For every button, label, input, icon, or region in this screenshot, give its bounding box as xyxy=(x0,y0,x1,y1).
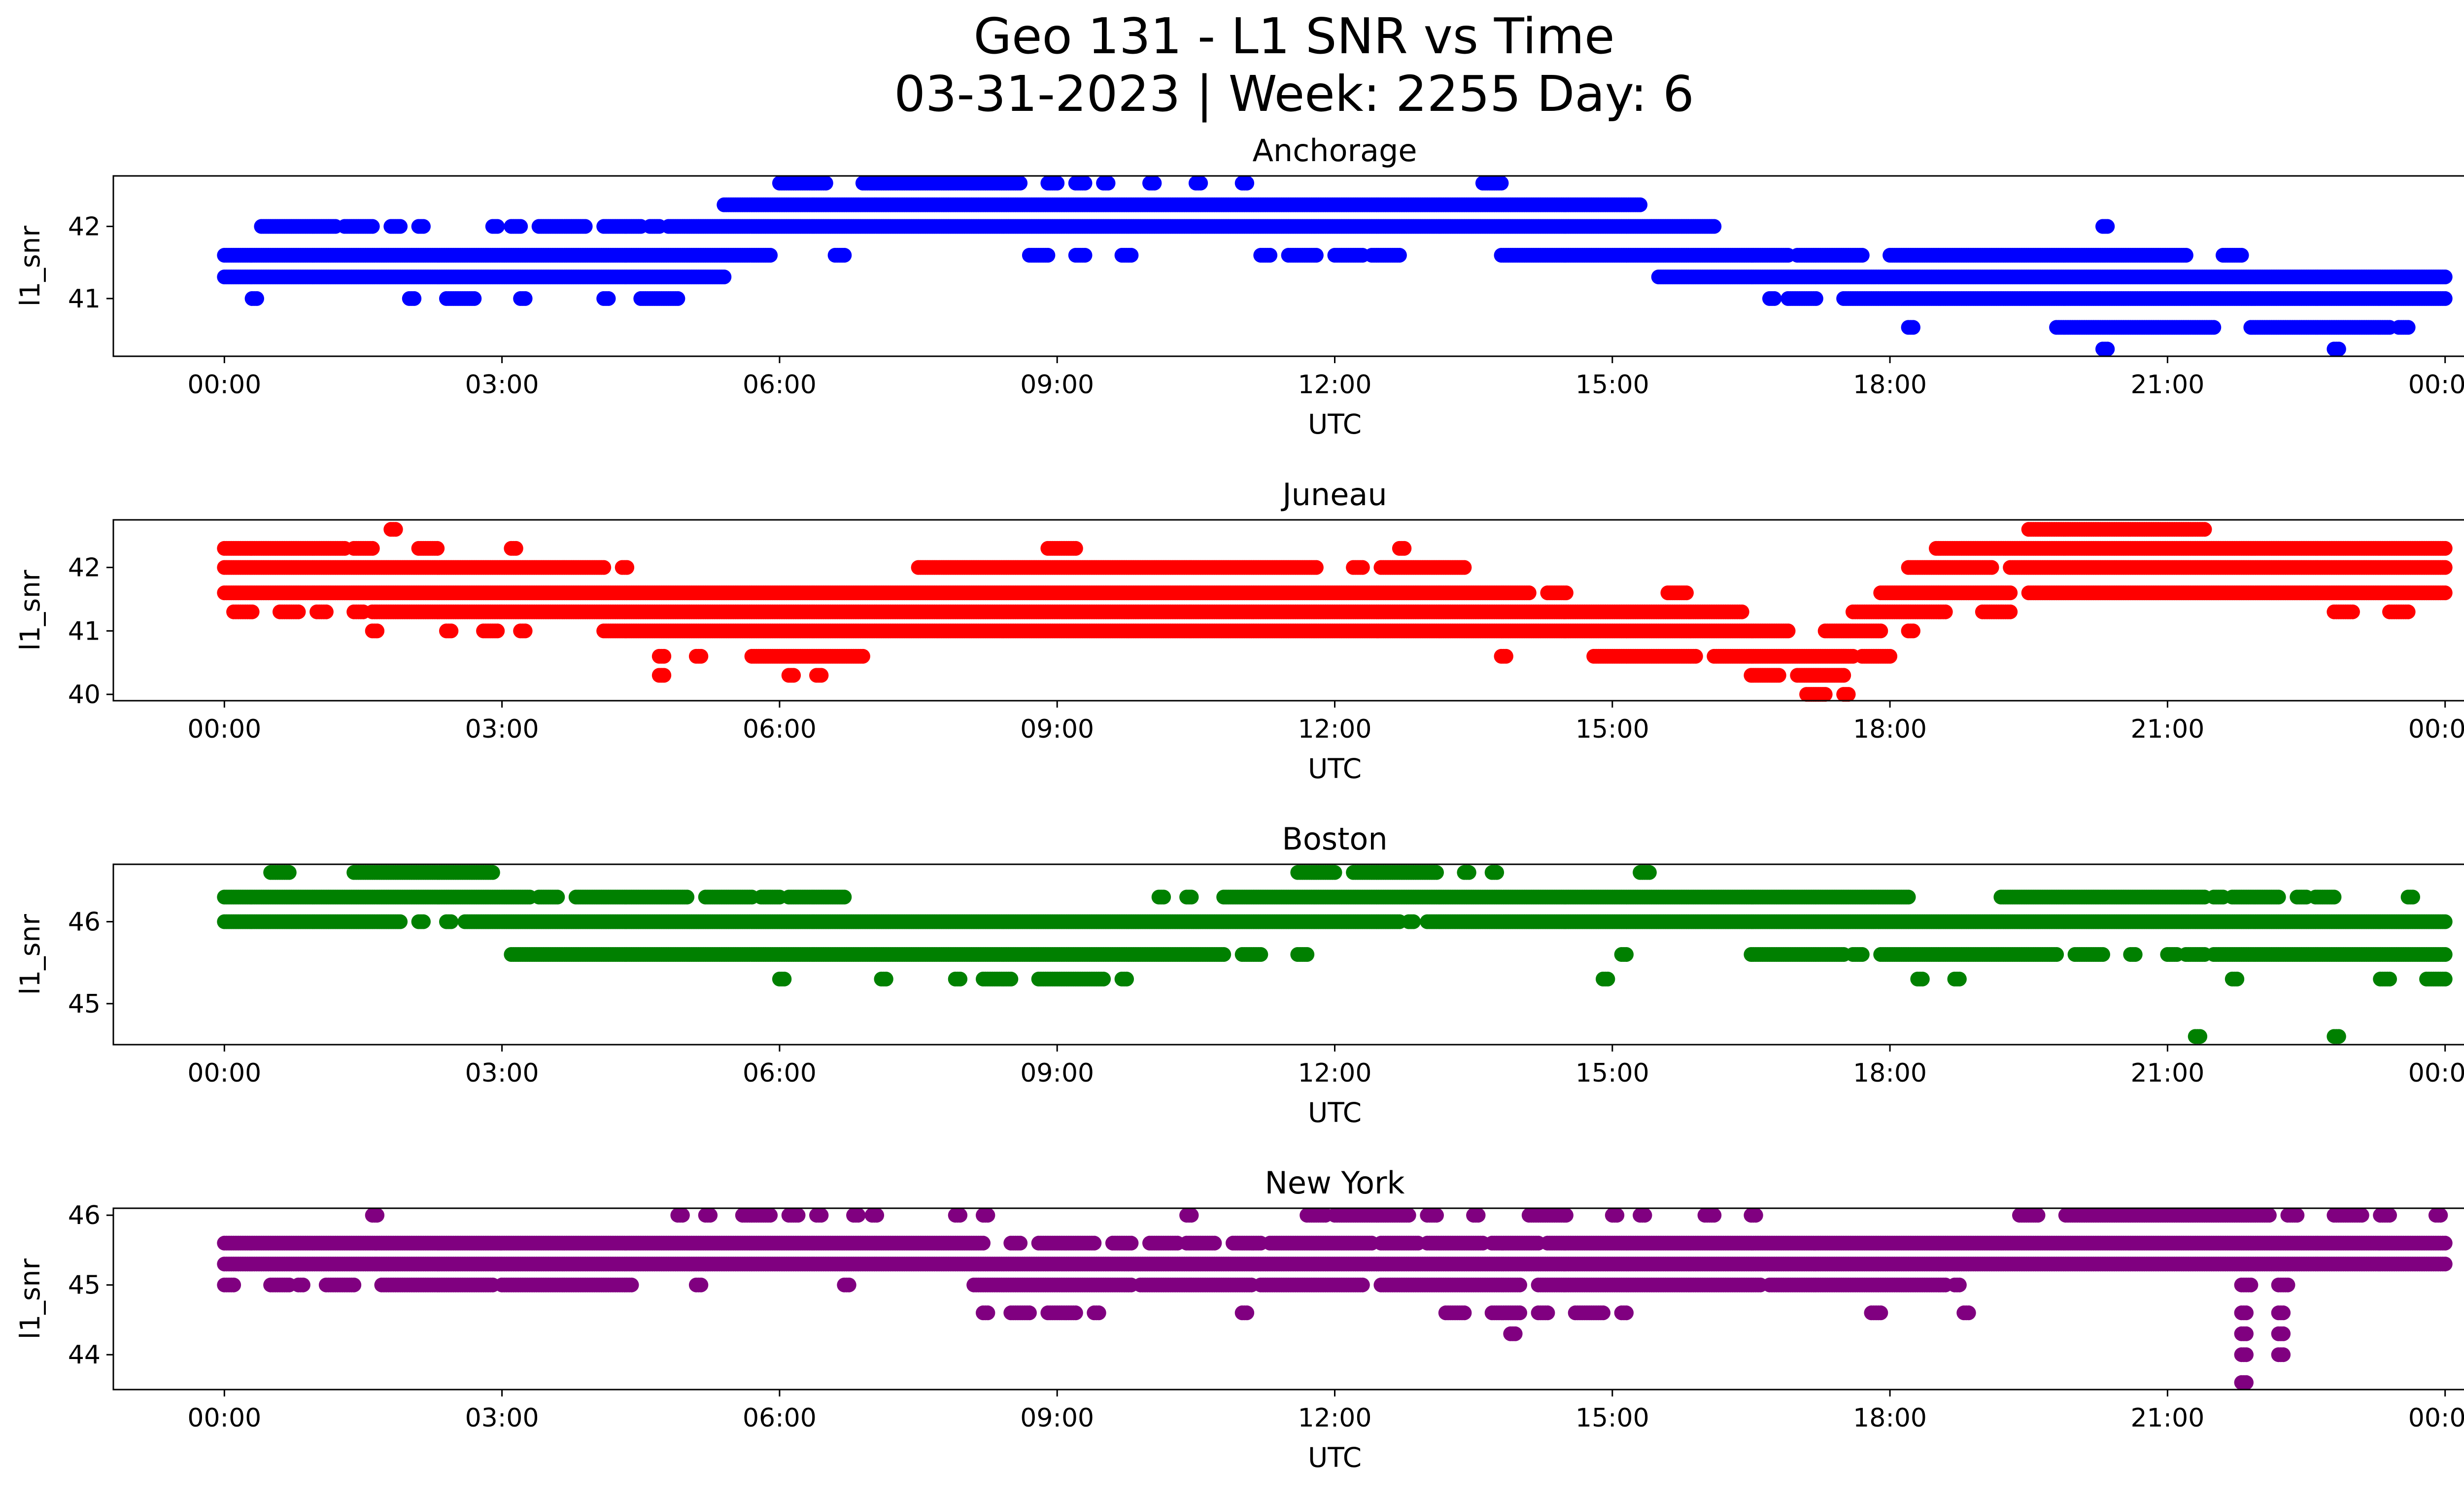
data-point xyxy=(1767,291,1781,306)
data-point xyxy=(1809,291,1823,306)
data-point xyxy=(490,219,505,234)
figure-title-line2: 03-31-2023 | Week: 2255 Day: 6 xyxy=(894,65,1694,123)
data-point xyxy=(1679,585,1694,600)
data-point xyxy=(2438,585,2453,600)
data-point xyxy=(1855,248,1870,263)
y-tick-label: 42 xyxy=(68,212,101,241)
data-point xyxy=(1559,585,1574,600)
data-point xyxy=(837,248,852,263)
data-point xyxy=(2234,248,2249,263)
data-point xyxy=(365,541,380,556)
x-tick-label: 09:00 xyxy=(1020,370,1094,400)
x-tick-label: 06:00 xyxy=(743,370,817,400)
data-point xyxy=(1124,248,1138,263)
data-point xyxy=(819,176,833,191)
data-point xyxy=(1309,560,1324,575)
data-point xyxy=(2206,320,2221,335)
data-point xyxy=(467,291,481,306)
data-point xyxy=(518,291,533,306)
data-point xyxy=(2179,248,2193,263)
data-point xyxy=(1078,248,1093,263)
data-point xyxy=(1193,176,1208,191)
data-points xyxy=(217,176,2452,357)
data-point xyxy=(416,219,431,234)
data-point xyxy=(388,522,403,537)
data-point xyxy=(1355,560,1370,575)
panel-title: Anchorage xyxy=(1252,133,1417,169)
data-point xyxy=(1078,176,1093,191)
data-point xyxy=(407,291,421,306)
data-point xyxy=(291,605,306,619)
data-point xyxy=(1050,176,1064,191)
data-point xyxy=(1985,560,1999,575)
data-point xyxy=(1239,176,1254,191)
data-point xyxy=(245,605,260,619)
panels: Anchorage 00:00 03:00 06:00 09:00 12:00 15:00 1… xyxy=(14,133,2464,1473)
data-point xyxy=(1068,541,1083,556)
data-point xyxy=(509,541,523,556)
y-axis-label: l1_snr xyxy=(14,226,46,306)
data-point xyxy=(1147,176,1162,191)
x-tick-label: 15:00 xyxy=(1575,370,1649,400)
data-points xyxy=(217,522,2452,702)
data-point xyxy=(1707,219,1721,234)
data-point xyxy=(319,605,334,619)
data-point xyxy=(2100,341,2115,356)
data-point xyxy=(2438,291,2453,306)
data-point xyxy=(2401,320,2416,335)
data-point xyxy=(1906,320,1920,335)
data-point xyxy=(1397,541,1411,556)
data-point xyxy=(430,541,445,556)
data-point xyxy=(1101,176,1116,191)
data-point xyxy=(1457,560,1472,575)
x-tick-label: 18:00 xyxy=(1853,370,1927,400)
data-point xyxy=(249,291,264,306)
data-point xyxy=(717,270,731,284)
data-point xyxy=(2331,341,2346,356)
data-point xyxy=(1392,248,1407,263)
x-tick-label: 21:00 xyxy=(2130,370,2204,400)
data-point xyxy=(670,291,685,306)
data-point xyxy=(763,248,778,263)
data-point xyxy=(2003,585,2018,600)
data-point xyxy=(2197,522,2212,537)
data-point xyxy=(365,219,380,234)
data-point xyxy=(2438,560,2453,575)
data-point xyxy=(1309,248,1324,263)
data-point xyxy=(393,219,408,234)
panel-title: Juneau xyxy=(1280,476,1387,512)
x-tick-label: 03:00 xyxy=(465,370,539,400)
data-point xyxy=(1263,248,1277,263)
data-point xyxy=(619,560,634,575)
data-point xyxy=(513,219,528,234)
x-tick-label: 12:00 xyxy=(1298,370,1372,400)
data-point xyxy=(1522,585,1537,600)
data-point xyxy=(1040,248,1055,263)
x-tick-label: 00:00 xyxy=(187,370,261,400)
data-point xyxy=(596,560,611,575)
figure-title-line1: Geo 131 - L1 SNR vs Time xyxy=(974,7,1615,65)
data-point xyxy=(1633,198,1647,212)
panel-anchorage: Anchorage 00:00 03:00 06:00 09:00 12:00 15:00 1… xyxy=(14,133,2464,440)
y-tick-label: 41 xyxy=(68,284,101,314)
data-point xyxy=(601,291,616,306)
data-point xyxy=(2100,219,2115,234)
data-point xyxy=(1013,176,1027,191)
data-point xyxy=(1494,176,1509,191)
data-point xyxy=(2438,541,2453,556)
data-point xyxy=(2438,270,2453,284)
x-axis-label: UTC xyxy=(1308,408,1362,440)
x-tick-label: 00:00 xyxy=(2408,370,2464,400)
data-point xyxy=(578,219,593,234)
